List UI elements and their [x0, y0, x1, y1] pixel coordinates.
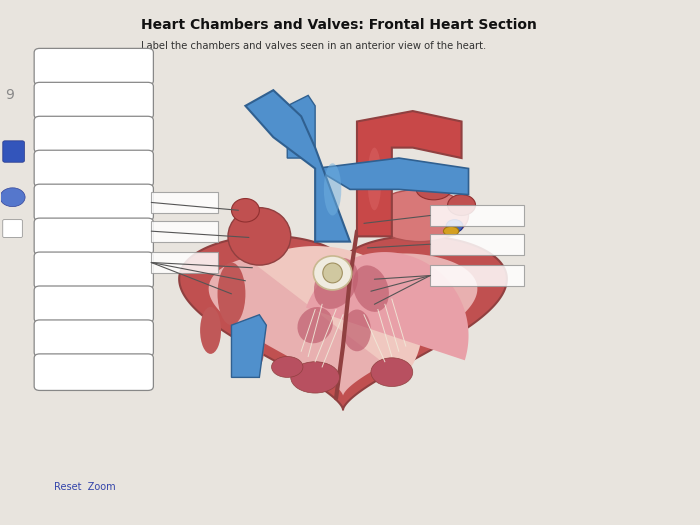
FancyBboxPatch shape [151, 192, 218, 213]
Ellipse shape [368, 148, 382, 211]
FancyBboxPatch shape [34, 218, 153, 255]
FancyBboxPatch shape [430, 205, 524, 226]
FancyBboxPatch shape [34, 286, 153, 322]
Text: Tricuspid
valve: Tricuspid valve [74, 159, 113, 178]
Text: Right atrium: Right atrium [65, 198, 122, 207]
Ellipse shape [298, 307, 332, 343]
Ellipse shape [416, 179, 451, 200]
Ellipse shape [343, 310, 371, 351]
Polygon shape [179, 236, 507, 410]
Text: Mitral valve: Mitral valve [67, 232, 120, 241]
FancyBboxPatch shape [34, 116, 153, 153]
Ellipse shape [314, 258, 358, 309]
Polygon shape [287, 96, 315, 158]
Polygon shape [253, 246, 422, 378]
Polygon shape [246, 90, 350, 242]
Text: Papillary
muscle: Papillary muscle [74, 363, 113, 382]
Text: Left atrium: Left atrium [69, 266, 119, 275]
Ellipse shape [447, 195, 475, 215]
Text: Reset  Zoom: Reset Zoom [54, 482, 116, 492]
Text: Heart Chambers and Valves: Frontal Heart Section: Heart Chambers and Valves: Frontal Heart… [141, 18, 537, 32]
FancyBboxPatch shape [34, 354, 153, 391]
Ellipse shape [324, 163, 342, 215]
Ellipse shape [314, 256, 351, 290]
Ellipse shape [290, 362, 340, 393]
Polygon shape [232, 314, 266, 377]
Ellipse shape [443, 226, 459, 236]
Text: Label the chambers and valves seen in an anterior view of the heart.: Label the chambers and valves seen in an… [141, 40, 486, 50]
FancyBboxPatch shape [34, 48, 153, 85]
Ellipse shape [200, 307, 221, 354]
FancyBboxPatch shape [34, 82, 153, 119]
Text: 9: 9 [5, 88, 14, 102]
Ellipse shape [228, 208, 290, 265]
Polygon shape [315, 158, 468, 195]
Text: Right ventricle: Right ventricle [60, 96, 127, 105]
Ellipse shape [323, 263, 342, 283]
Polygon shape [209, 254, 477, 396]
FancyBboxPatch shape [430, 234, 524, 255]
Ellipse shape [353, 265, 389, 312]
FancyBboxPatch shape [151, 220, 218, 242]
FancyBboxPatch shape [3, 219, 22, 237]
FancyBboxPatch shape [34, 184, 153, 220]
Text: Chordae
tendineae: Chordae tendineae [71, 295, 117, 313]
Polygon shape [306, 252, 468, 360]
Text: Pulmonary
valve: Pulmonary valve [69, 329, 118, 348]
Text: Aortic valve: Aortic valve [66, 130, 120, 139]
Circle shape [0, 188, 25, 207]
FancyBboxPatch shape [3, 141, 25, 162]
FancyBboxPatch shape [34, 252, 153, 289]
FancyBboxPatch shape [151, 252, 218, 273]
Ellipse shape [371, 358, 413, 386]
FancyBboxPatch shape [34, 150, 153, 187]
Ellipse shape [240, 320, 265, 372]
FancyBboxPatch shape [430, 265, 524, 286]
Ellipse shape [371, 190, 468, 242]
Polygon shape [357, 111, 461, 236]
Ellipse shape [272, 356, 303, 377]
Text: Left ventricle: Left ventricle [64, 62, 124, 71]
Circle shape [446, 219, 463, 232]
FancyBboxPatch shape [34, 320, 153, 356]
Ellipse shape [232, 198, 260, 222]
Ellipse shape [218, 262, 246, 325]
